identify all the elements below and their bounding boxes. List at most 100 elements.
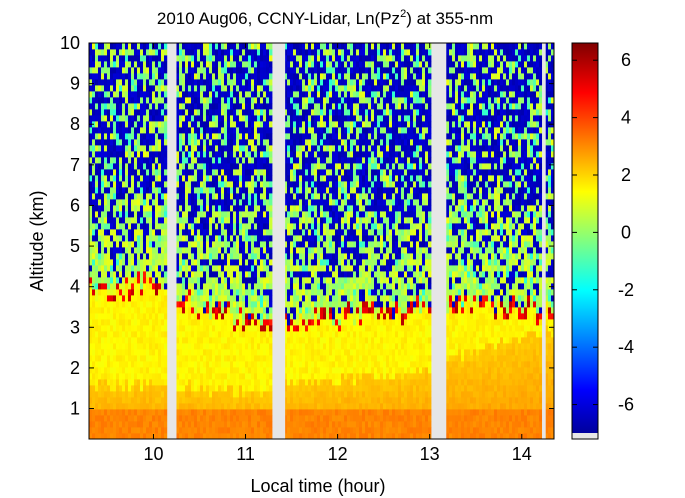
heatmap-cell [122, 271, 126, 278]
heatmap-cell [236, 73, 240, 80]
heatmap-cell [95, 163, 99, 170]
heatmap-cell [188, 289, 192, 296]
heatmap-cell [251, 409, 255, 416]
heatmap-cell [110, 277, 114, 284]
heatmap-cell [128, 133, 132, 140]
heatmap-cell [197, 217, 201, 224]
heatmap-cell [191, 355, 195, 362]
heatmap-cell [188, 319, 192, 326]
heatmap-cell [212, 91, 216, 98]
heatmap-cell [215, 103, 219, 110]
heatmap-cell [209, 361, 213, 368]
heatmap-cell [203, 337, 207, 344]
heatmap-cell [290, 361, 294, 368]
heatmap-cell [323, 181, 327, 188]
heatmap-cell [149, 361, 153, 368]
heatmap-cell [164, 355, 168, 362]
heatmap-cell [158, 187, 162, 194]
heatmap-cell [233, 361, 237, 368]
heatmap-cell [293, 127, 297, 134]
heatmap-cell [251, 433, 255, 439]
heatmap-cell [227, 169, 231, 176]
heatmap-cell [293, 385, 297, 392]
heatmap-cell [218, 145, 222, 152]
heatmap-cell [122, 79, 126, 86]
heatmap-cell [89, 73, 93, 80]
heatmap-cell [212, 223, 216, 230]
heatmap-cell [110, 289, 114, 296]
heatmap-cell [215, 277, 219, 284]
heatmap-cell [185, 121, 189, 128]
heatmap-cell [296, 373, 300, 380]
heatmap-cell [218, 73, 222, 80]
heatmap-cell [128, 85, 132, 92]
heatmap-cell [194, 313, 198, 320]
heatmap-cell [293, 427, 297, 434]
heatmap-cell [197, 67, 201, 74]
heatmap-cell [251, 223, 255, 230]
heatmap-cell [287, 367, 291, 374]
heatmap-cell [230, 73, 234, 80]
heatmap-cell [299, 265, 303, 272]
heatmap-cell [164, 259, 168, 266]
heatmap-cell [104, 325, 108, 332]
heatmap-cell [311, 43, 315, 50]
heatmap-cell [308, 349, 312, 356]
heatmap-cell [209, 61, 213, 68]
heatmap-cell [293, 313, 297, 320]
heatmap-cell [239, 103, 243, 110]
heatmap-cell [224, 265, 228, 272]
heatmap-cell [293, 421, 297, 428]
heatmap-cell [209, 91, 213, 98]
heatmap-cell [323, 103, 327, 110]
heatmap-cell [182, 193, 186, 200]
heatmap-cell [131, 163, 135, 170]
heatmap-cell [107, 175, 111, 182]
heatmap-cell [182, 157, 186, 164]
heatmap-cell [239, 133, 243, 140]
heatmap-cell [155, 175, 159, 182]
heatmap-cell [131, 283, 135, 290]
heatmap-cell [179, 121, 183, 128]
heatmap-cell [212, 277, 216, 284]
heatmap-cell [155, 109, 159, 116]
heatmap-cell [161, 403, 165, 410]
heatmap-cell [140, 175, 144, 182]
heatmap-cell [191, 415, 195, 422]
heatmap-cell [269, 199, 273, 206]
heatmap-cell [245, 109, 249, 116]
heatmap-cell [236, 349, 240, 356]
heatmap-cell [104, 313, 108, 320]
heatmap-cell [215, 355, 219, 362]
heatmap-cell [293, 433, 297, 439]
heatmap-cell [302, 49, 306, 56]
heatmap-cell [221, 193, 225, 200]
heatmap-cell [131, 361, 135, 368]
heatmap-cell [203, 139, 207, 146]
heatmap-cell [254, 259, 258, 266]
heatmap-cell [245, 343, 249, 350]
heatmap-cell [200, 241, 204, 248]
heatmap-cell [230, 283, 234, 290]
heatmap-cell [191, 409, 195, 416]
heatmap-cell [113, 223, 117, 230]
heatmap-cell [98, 271, 102, 278]
heatmap-cell [329, 331, 333, 338]
heatmap-cell [92, 193, 96, 200]
heatmap-cell [131, 421, 135, 428]
heatmap-cell [200, 265, 204, 272]
heatmap-cell [233, 247, 237, 254]
heatmap-cell [185, 367, 189, 374]
heatmap-cell [134, 61, 138, 68]
heatmap-cell [164, 397, 168, 404]
heatmap-cell [101, 349, 105, 356]
heatmap-cell [206, 145, 210, 152]
heatmap-cell [191, 325, 195, 332]
heatmap-cell [290, 349, 294, 356]
heatmap-cell [221, 379, 225, 386]
heatmap-cell [128, 115, 132, 122]
heatmap-cell [266, 175, 270, 182]
heatmap-cell [239, 295, 243, 302]
heatmap-cell [254, 397, 258, 404]
